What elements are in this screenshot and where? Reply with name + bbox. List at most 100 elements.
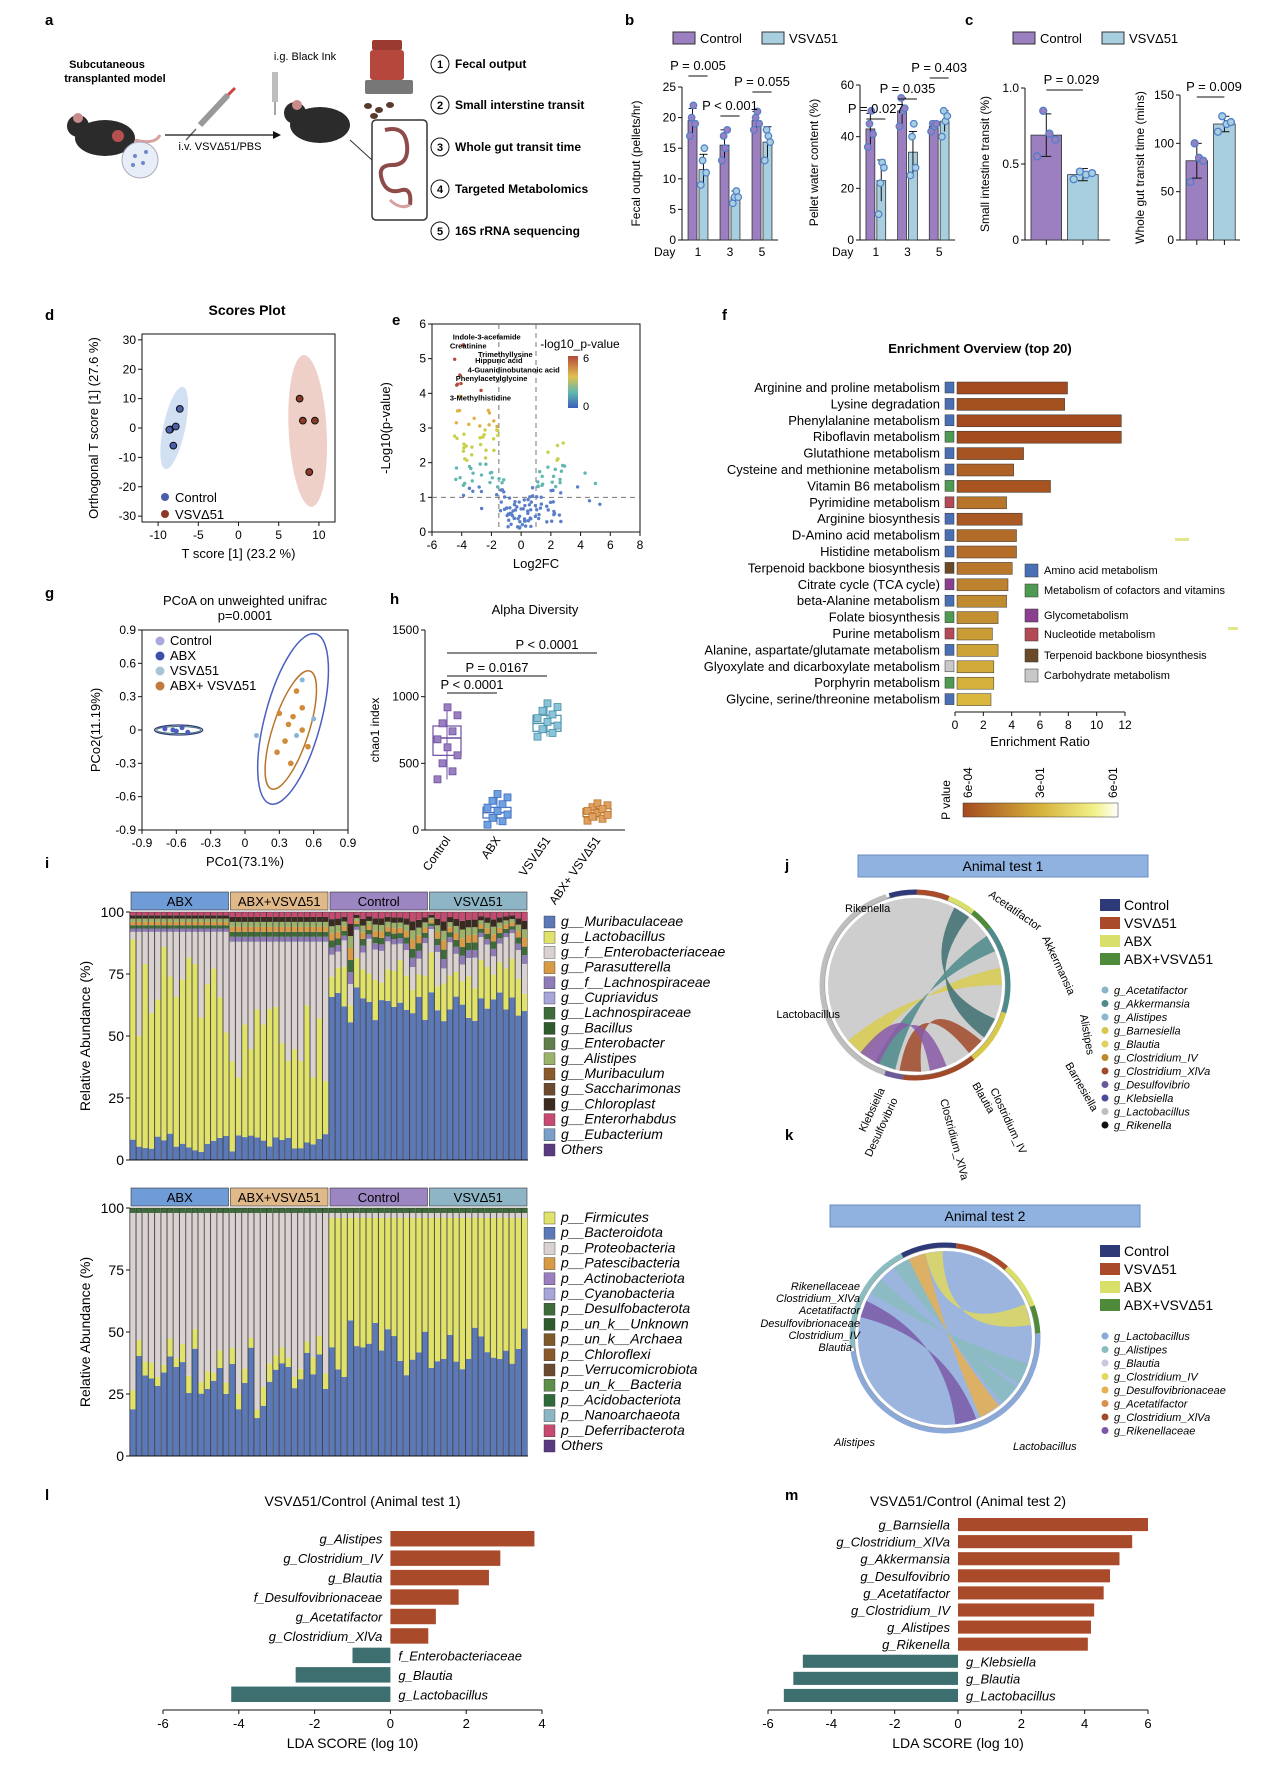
- data-point: [549, 488, 553, 493]
- stack-segment: [260, 1140, 267, 1160]
- stack-segment: [384, 1217, 391, 1330]
- chart-title: Enrichment Overview (top 20): [888, 341, 1072, 356]
- data-point: [863, 143, 872, 151]
- stack-segment: [142, 918, 149, 922]
- stack-segment: [161, 1140, 167, 1160]
- stack-segment: [142, 925, 149, 929]
- x-tick-label: 5: [936, 245, 943, 259]
- stack-segment: [136, 1035, 142, 1147]
- x-tick-label: 1: [695, 245, 702, 259]
- stack-segment: [484, 933, 491, 940]
- stack-segment: [366, 934, 372, 939]
- stack-segment: [241, 912, 248, 917]
- stack-segment: [297, 931, 304, 937]
- data-point: [906, 171, 915, 180]
- group-label: ABX+VSVΔ51: [238, 894, 321, 909]
- stack-segment: [273, 941, 279, 1007]
- x-tick-label: -0.3: [200, 836, 221, 850]
- y-tick-label: 10: [663, 172, 677, 186]
- legend-dot: [155, 636, 165, 646]
- stack-segment: [422, 922, 428, 928]
- stack-segment: [428, 917, 435, 921]
- stack-segment: [478, 912, 484, 917]
- stack-segment: [353, 920, 360, 924]
- data-point: [531, 494, 535, 498]
- stack-segment: [391, 1336, 397, 1456]
- legend-label: p__Verrucomicrobiota: [560, 1361, 698, 1377]
- stack-segment: [217, 1350, 223, 1369]
- stack-segment: [210, 1140, 217, 1160]
- data-point: [700, 144, 709, 153]
- stack-segment: [341, 930, 348, 936]
- data-point: [535, 495, 539, 499]
- legend-label: g__f__Lachnospiraceae: [561, 974, 711, 990]
- stack-segment: [235, 936, 242, 942]
- data-point: [1226, 117, 1236, 127]
- legend-label: VSVΔ51: [1129, 31, 1178, 46]
- stack-segment: [509, 1217, 515, 1364]
- stack-segment: [148, 1148, 155, 1160]
- legend-dot: [1101, 1067, 1109, 1075]
- data-point: [311, 716, 317, 722]
- stack-segment: [391, 917, 397, 923]
- data-point: [938, 132, 946, 141]
- y-tick-label: 1.0: [1002, 81, 1019, 95]
- stack-segment: [440, 983, 447, 1022]
- class-swatch: [944, 693, 955, 705]
- data-point: [691, 119, 700, 128]
- group-header: [130, 891, 229, 911]
- legend-swatch: [543, 1378, 556, 1392]
- stack-segment: [478, 1336, 484, 1456]
- stack-segment: [297, 926, 304, 932]
- x-tick-label: 2: [463, 1716, 470, 1731]
- stack-segment: [453, 1212, 459, 1218]
- stack-segment: [341, 916, 348, 922]
- stack-segment: [422, 927, 428, 933]
- stack-segment: [459, 1208, 466, 1213]
- data-point: [593, 481, 598, 486]
- stack-segment: [372, 979, 379, 1021]
- stack-segment: [440, 959, 447, 969]
- taxon-label: g_Lactobacillus: [966, 1688, 1056, 1703]
- stack-segment: [366, 929, 372, 935]
- stack-segment: [472, 934, 478, 943]
- stack-segment: [521, 963, 528, 994]
- bar: [390, 1608, 436, 1625]
- stack-segment: [403, 950, 410, 976]
- stack-segment: [130, 912, 136, 916]
- stack-segment: [322, 916, 329, 922]
- panel-letter: c: [965, 12, 973, 29]
- x-tick-label: -6: [427, 538, 438, 552]
- stack-segment: [279, 926, 285, 932]
- stack-segment: [173, 928, 180, 932]
- data-point: [452, 434, 457, 438]
- stack-segment: [198, 1212, 205, 1382]
- stack-segment: [260, 912, 267, 917]
- stack-segment: [453, 912, 459, 919]
- stack-segment: [167, 915, 173, 919]
- stack-segment: [341, 1208, 348, 1213]
- data-point: [483, 803, 492, 812]
- stack-segment: [503, 1350, 509, 1456]
- data-point: [454, 477, 458, 482]
- legend-label: Control: [1124, 1243, 1169, 1259]
- data-point: [535, 508, 539, 512]
- sig-label: P < 0.001: [702, 98, 758, 113]
- stack-segment: [192, 1329, 198, 1349]
- metabolite-label: 3-Methylhistidine: [450, 393, 511, 402]
- stack-segment: [341, 940, 348, 967]
- stack-segment: [459, 1212, 466, 1218]
- stack-segment: [341, 1217, 348, 1377]
- stack-segment: [484, 1208, 491, 1213]
- stack-segment: [465, 1358, 472, 1456]
- stack-segment: [335, 1217, 341, 1370]
- legend-label: g_Lactobacillus: [1114, 1107, 1190, 1119]
- stack-segment: [521, 920, 528, 930]
- x-tick-label: 1: [872, 245, 879, 259]
- data-point: [492, 448, 496, 453]
- stack-segment: [304, 921, 310, 927]
- pathway-label: Citrate cycle (TCA cycle): [798, 577, 940, 592]
- stack-segment: [459, 938, 466, 948]
- stack-segment: [453, 996, 459, 1160]
- x-tick-label: -6: [762, 1716, 774, 1731]
